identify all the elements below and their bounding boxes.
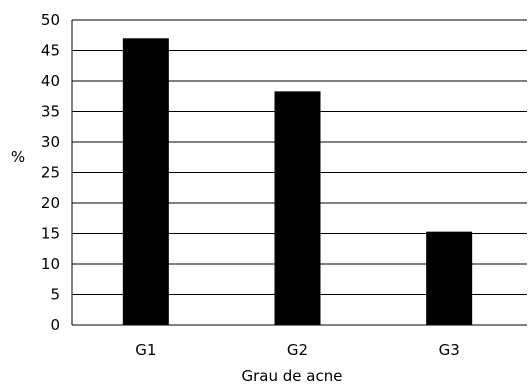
x-tick-label: G2: [287, 341, 308, 359]
y-axis-title: %: [11, 148, 25, 166]
y-tick-label: 45: [41, 42, 60, 60]
y-tick-label: 10: [41, 255, 60, 273]
x-tick-labels: G1 G2 G3: [135, 341, 460, 359]
x-tick-label: G1: [135, 341, 156, 359]
bar-g2: [274, 91, 321, 326]
bars: [122, 38, 473, 326]
y-tick-label: 0: [50, 316, 60, 334]
y-tick-label: 35: [41, 103, 60, 121]
y-tick-label: 50: [41, 11, 60, 29]
x-axis-title: Grau de acne: [242, 367, 343, 385]
y-tick-label: 40: [41, 72, 60, 90]
y-tick-label: 30: [41, 133, 60, 151]
x-tick-label: G3: [439, 341, 460, 359]
bar-g3: [426, 231, 473, 325]
y-tick-label: 20: [41, 194, 60, 212]
y-tick-label: 5: [50, 286, 60, 304]
bar-g1: [122, 38, 169, 326]
y-tick-label: 15: [41, 225, 60, 243]
y-tick-labels: 0 5 10 15 20 25 30 35 40 45 50: [41, 11, 60, 334]
y-tick-label: 25: [41, 164, 60, 182]
